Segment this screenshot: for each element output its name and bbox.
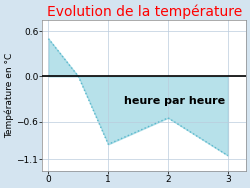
Y-axis label: Température en °C: Température en °C (4, 53, 14, 138)
Text: heure par heure: heure par heure (124, 96, 225, 105)
Title: Evolution de la température: Evolution de la température (46, 4, 242, 19)
